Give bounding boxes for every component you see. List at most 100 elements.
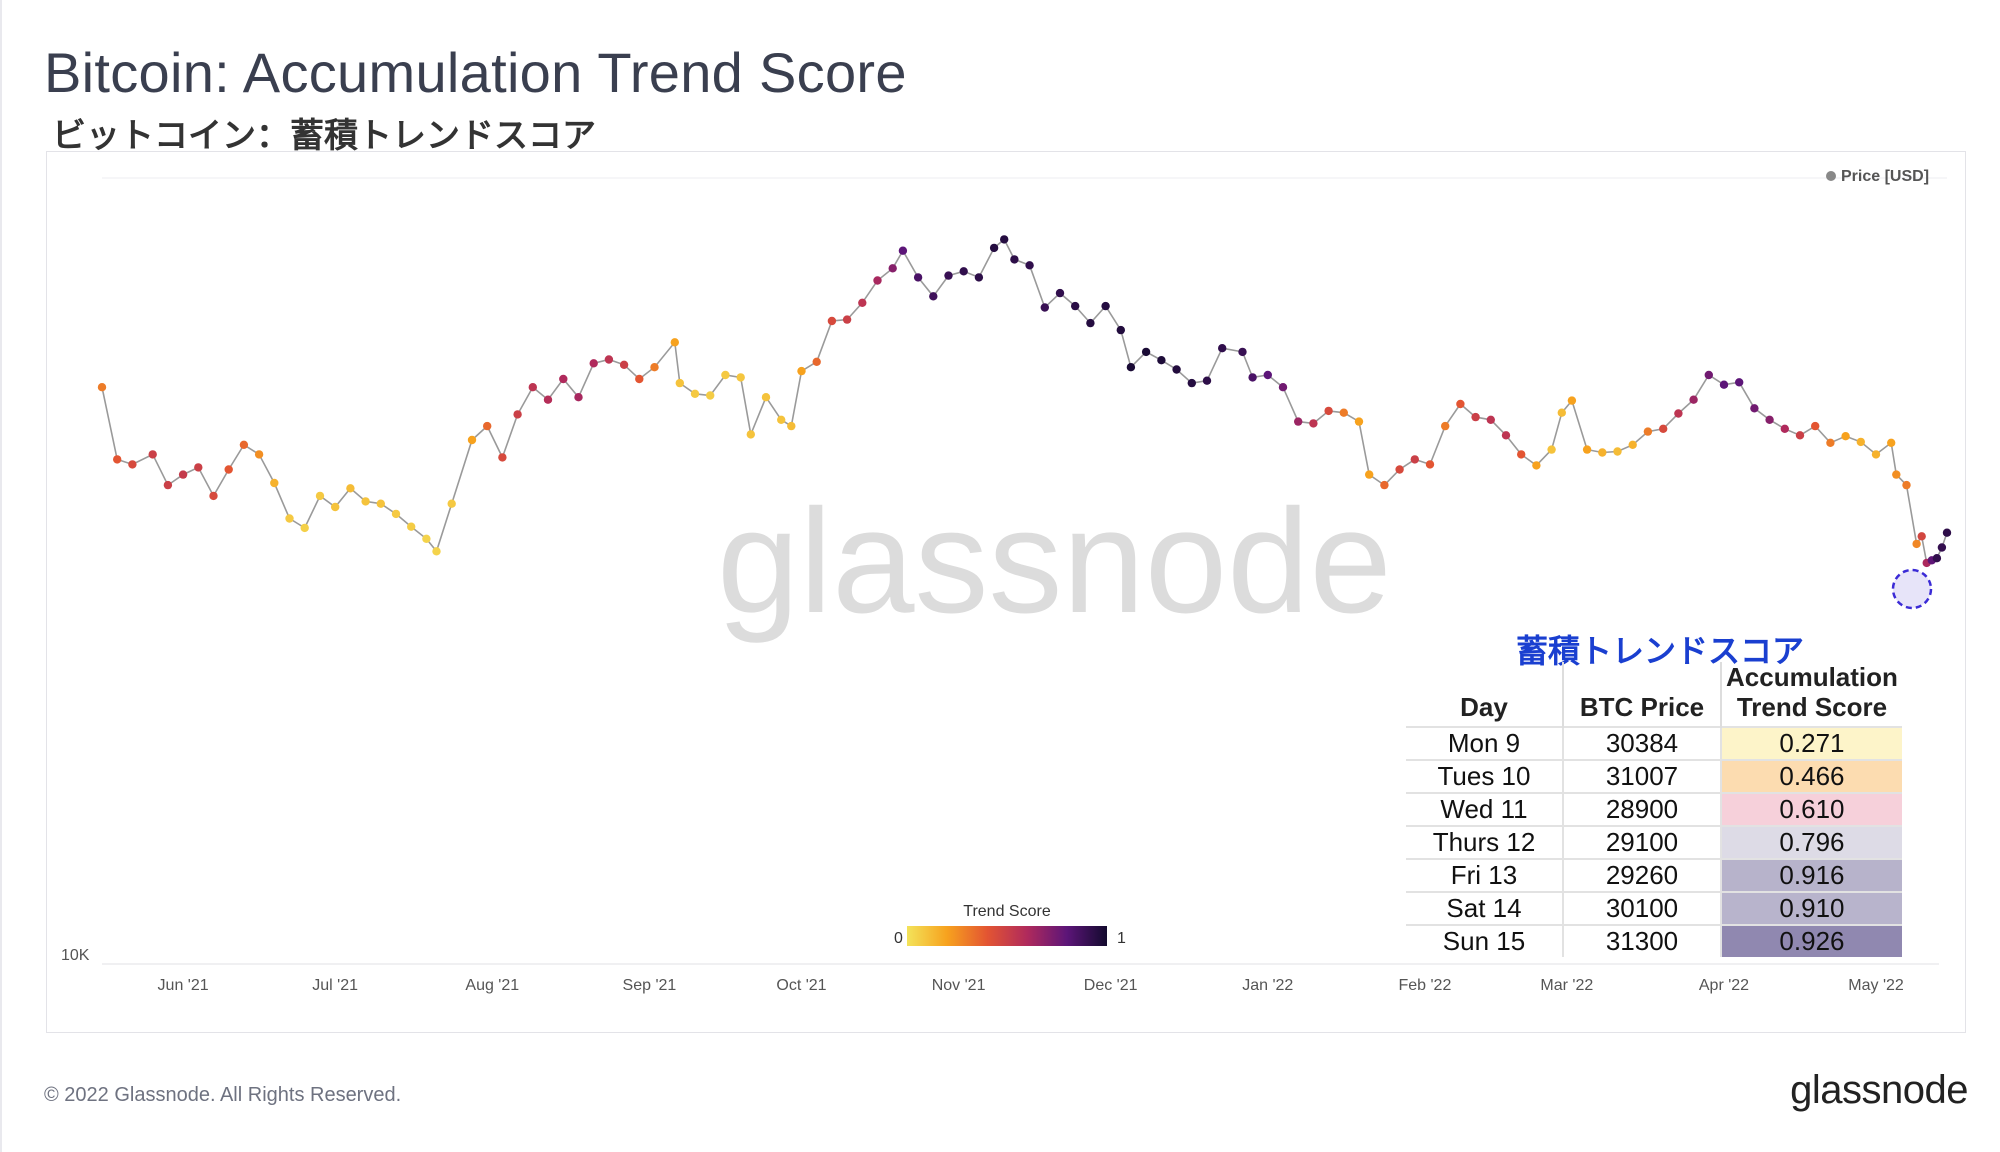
price-point	[1628, 440, 1637, 449]
x-tick-label: Mar '22	[1540, 977, 1593, 994]
price-point	[1532, 461, 1541, 470]
cell-trend-score: 0.916	[1721, 858, 1902, 892]
price-point	[1380, 480, 1389, 490]
price-point	[1689, 395, 1698, 404]
price-point	[1456, 399, 1465, 409]
price-point	[422, 534, 431, 543]
price-point	[467, 435, 477, 445]
price-point	[959, 267, 968, 276]
table-row: Mon 9 30384 0.271	[1406, 726, 1902, 760]
cell-btc-price: 28900	[1563, 792, 1722, 826]
price-point	[432, 547, 441, 556]
colorbar-min-label: 0	[894, 930, 903, 947]
price-point	[787, 421, 796, 431]
price-point	[1598, 448, 1607, 457]
price-point	[1517, 450, 1526, 459]
header-trend-score: Accumulation Trend Score	[1721, 662, 1902, 727]
price-point	[761, 393, 771, 402]
cell-day: Wed 11	[1406, 792, 1564, 826]
price-point	[1826, 438, 1835, 447]
header-trend-score-line2: Trend Score	[1736, 692, 1888, 722]
cell-btc-price: 30100	[1563, 891, 1722, 925]
price-point	[1202, 376, 1212, 385]
price-point	[574, 393, 583, 402]
price-point	[224, 465, 233, 474]
price-point	[1471, 412, 1480, 422]
cell-trend-score: 0.610	[1721, 792, 1902, 826]
price-point	[1141, 347, 1151, 357]
price-point	[1278, 383, 1288, 392]
price-point	[721, 370, 730, 380]
footer-logo: glassnode	[1790, 1068, 1968, 1112]
cell-trend-score: 0.466	[1721, 759, 1902, 793]
page-title: Bitcoin: Accumulation Trend Score	[44, 41, 907, 104]
price-point	[1010, 255, 1019, 264]
price-point	[1735, 378, 1744, 387]
price-point	[528, 383, 537, 392]
cell-btc-price: 31007	[1563, 759, 1722, 793]
price-point	[944, 271, 953, 280]
price-point	[128, 460, 137, 469]
price-point	[690, 389, 700, 398]
price-point	[178, 470, 188, 479]
price-point	[1765, 415, 1774, 424]
price-point	[1501, 431, 1511, 440]
price-point	[331, 502, 340, 512]
price-point	[650, 363, 659, 372]
colorbar: Trend Score 0 1	[894, 903, 1126, 947]
price-point	[1157, 356, 1166, 365]
price-point	[1294, 417, 1303, 426]
price-point	[239, 440, 249, 449]
price-point	[447, 499, 456, 508]
price-point	[1101, 301, 1110, 311]
price-point	[407, 522, 416, 531]
price-point	[1354, 417, 1364, 426]
legend-label: Price [USD]	[1841, 168, 1929, 185]
price-point	[1116, 325, 1126, 335]
price-point	[746, 430, 755, 439]
price-point	[827, 316, 837, 326]
price-point	[1441, 421, 1450, 431]
price-point	[148, 450, 157, 459]
copyright: © 2022 Glassnode. All Rights Reserved.	[44, 1084, 402, 1106]
price-point	[1780, 424, 1790, 433]
page-subtitle: ビットコイン：蓄積トレンドスコア	[52, 117, 596, 155]
price-point	[1086, 318, 1095, 328]
price-point	[1902, 480, 1911, 490]
table-row: Sat 14 30100 0.910	[1406, 891, 1902, 925]
price-point	[1126, 363, 1136, 372]
price-point	[1659, 424, 1668, 433]
price-point	[1238, 347, 1247, 357]
cell-day: Mon 9	[1406, 726, 1564, 760]
price-chart: glassnode 10K Jun '21 Jul '21 Aug '21 Sep '…	[61, 168, 1952, 994]
price-point	[543, 395, 553, 404]
price-point	[346, 484, 355, 493]
price-point	[929, 292, 938, 301]
price-point	[285, 514, 294, 523]
price-point	[1557, 408, 1567, 417]
price-point	[589, 359, 598, 368]
price-point	[270, 478, 279, 488]
cell-btc-price: 30384	[1563, 726, 1722, 760]
price-point	[1892, 470, 1901, 479]
price-point	[1567, 396, 1577, 405]
price-point	[777, 415, 786, 424]
price-point	[675, 378, 684, 388]
x-tick-label: Dec '21	[1084, 977, 1138, 994]
price-point	[898, 246, 908, 255]
price-point	[989, 243, 999, 253]
cell-day: Sat 14	[1406, 891, 1564, 925]
price-point	[842, 315, 852, 324]
price-point	[1704, 370, 1714, 380]
x-tick-label: Jan '22	[1242, 977, 1293, 994]
price-point	[1071, 301, 1080, 311]
colorbar-max-label: 1	[1117, 930, 1126, 947]
last-week-highlight	[1891, 568, 1933, 610]
price-point	[1365, 470, 1374, 479]
x-tick-label: Aug '21	[465, 977, 519, 994]
cell-btc-price: 29260	[1563, 858, 1722, 892]
price-point	[1218, 344, 1227, 353]
cell-btc-price: 31300	[1563, 924, 1722, 957]
price-point	[1339, 408, 1349, 417]
price-point	[1932, 554, 1942, 563]
